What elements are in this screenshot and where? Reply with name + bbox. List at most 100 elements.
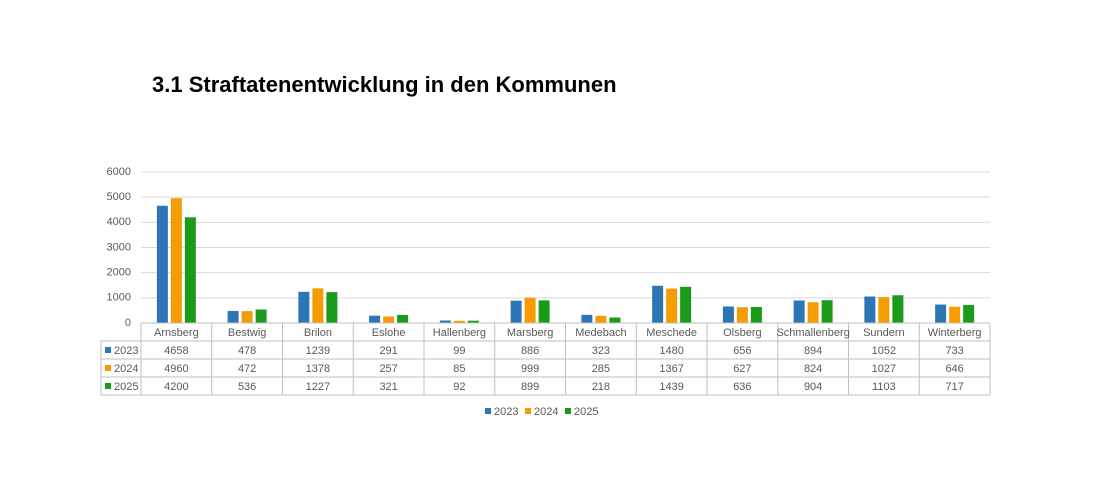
table-value: 886	[521, 345, 539, 357]
table-value: 646	[945, 363, 963, 375]
x-tick-label: Meschede	[646, 327, 697, 339]
table-value: 636	[733, 381, 751, 393]
y-tick-label: 5000	[107, 191, 131, 203]
legend-key	[525, 408, 531, 414]
x-tick-label: Hallenberg	[433, 327, 486, 339]
bar	[821, 300, 833, 323]
bar	[538, 300, 550, 323]
bar	[312, 288, 324, 323]
bar	[595, 315, 607, 323]
bar	[722, 306, 734, 323]
chart-title: 3.1 Straftatenentwicklung in den Kommune…	[152, 72, 617, 97]
table-series-name: 2023	[114, 345, 138, 357]
bar	[807, 302, 819, 323]
bar	[878, 297, 890, 323]
bar	[326, 292, 338, 323]
table-value: 92	[453, 381, 465, 393]
table-value: 1439	[659, 381, 683, 393]
table-value: 536	[238, 381, 256, 393]
table-value: 321	[379, 381, 397, 393]
bar	[510, 300, 522, 323]
legend-label: 2023	[494, 406, 518, 418]
table-value: 257	[379, 363, 397, 375]
bar	[397, 314, 409, 323]
table-value: 894	[804, 345, 822, 357]
bar	[736, 307, 748, 323]
y-tick-label: 3000	[107, 241, 131, 253]
bar	[793, 300, 805, 323]
table-value: 904	[804, 381, 822, 393]
legend-label: 2025	[574, 406, 598, 418]
bar	[383, 316, 395, 323]
table-value: 1367	[659, 363, 683, 375]
table-value: 824	[804, 363, 822, 375]
x-tick-label: Sundern	[863, 327, 905, 339]
x-tick-label: Eslohe	[372, 327, 406, 339]
bar	[609, 317, 621, 323]
table-value: 85	[453, 363, 465, 375]
x-tick-label: Medebach	[575, 327, 626, 339]
table-value: 1239	[306, 345, 330, 357]
y-tick-label: 6000	[107, 166, 131, 178]
x-tick-label: Bestwig	[228, 327, 267, 339]
bar	[750, 306, 762, 323]
table-value: 4658	[164, 345, 188, 357]
x-tick-label: Arnsberg	[154, 327, 199, 339]
table-value: 656	[733, 345, 751, 357]
y-tick-label: 4000	[107, 216, 131, 228]
table-value: 1480	[659, 345, 683, 357]
table-legend-key	[105, 347, 111, 353]
bar	[680, 286, 692, 323]
legend-key	[485, 408, 491, 414]
bar	[369, 315, 381, 323]
bar	[963, 304, 975, 323]
legend-key	[565, 408, 571, 414]
table-value: 627	[733, 363, 751, 375]
y-tick-label: 0	[125, 317, 131, 329]
bar	[892, 295, 904, 323]
bar	[227, 310, 239, 323]
table-value: 717	[945, 381, 963, 393]
bar	[864, 296, 876, 323]
table-value: 1027	[872, 363, 896, 375]
x-tick-label: Schmallenberg	[776, 327, 849, 339]
x-tick-label: Olsberg	[723, 327, 762, 339]
table-legend-key	[105, 365, 111, 371]
table-value: 472	[238, 363, 256, 375]
bar	[255, 309, 267, 323]
y-tick-label: 1000	[107, 292, 131, 304]
table-legend-key	[105, 383, 111, 389]
bar	[298, 291, 310, 323]
table-value: 4200	[164, 381, 188, 393]
x-tick-label: Winterberg	[928, 327, 982, 339]
table-value: 218	[592, 381, 610, 393]
y-tick-label: 2000	[107, 267, 131, 279]
bar	[524, 297, 536, 323]
table-value: 1052	[872, 345, 896, 357]
bar	[949, 306, 961, 323]
table-value: 291	[379, 345, 397, 357]
table-value: 1103	[872, 381, 896, 393]
bar	[184, 217, 196, 323]
bar	[652, 285, 664, 323]
x-tick-label: Brilon	[304, 327, 332, 339]
legend-label: 2024	[534, 406, 558, 418]
bar	[170, 198, 182, 323]
bar	[453, 320, 465, 323]
bar	[241, 311, 253, 323]
table-value: 1227	[306, 381, 330, 393]
table-value: 285	[592, 363, 610, 375]
table-value: 323	[592, 345, 610, 357]
bar	[156, 205, 168, 323]
table-value: 99	[453, 345, 465, 357]
table-value: 4960	[164, 363, 188, 375]
table-value: 478	[238, 345, 256, 357]
bar	[467, 320, 479, 323]
bar	[666, 288, 678, 323]
table-value: 999	[521, 363, 539, 375]
table-series-name: 2024	[114, 363, 138, 375]
x-tick-label: Marsberg	[507, 327, 553, 339]
bar	[581, 314, 593, 323]
